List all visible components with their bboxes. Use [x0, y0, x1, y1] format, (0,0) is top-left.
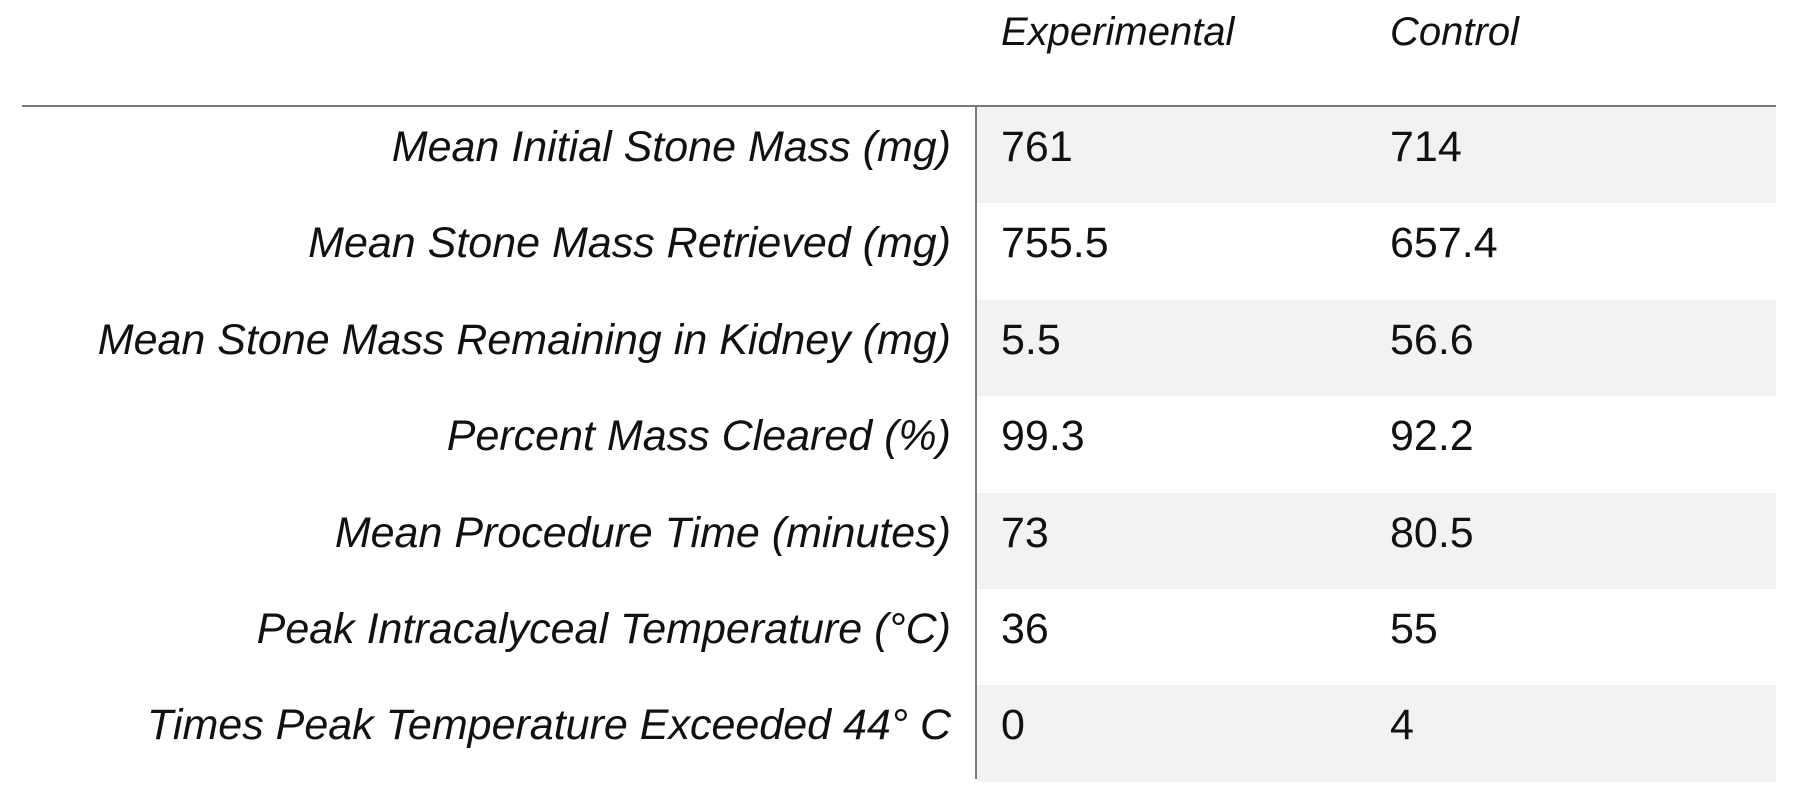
control-value: 4 — [1390, 701, 1414, 750]
row-label: Percent Mass Cleared (%) — [446, 412, 951, 461]
row-shade — [977, 492, 1776, 589]
row-shade — [977, 299, 1776, 397]
experimental-value: 99.3 — [1001, 412, 1085, 461]
row-shade — [977, 107, 1776, 204]
header-experimental: Experimental — [1001, 10, 1235, 54]
row-label: Mean Stone Mass Retrieved (mg) — [308, 219, 951, 268]
table-row: Times Peak Temperature Exceeded 44° C 0 … — [0, 685, 1776, 782]
experimental-value: 0 — [1001, 701, 1025, 750]
experimental-value: 36 — [1001, 605, 1049, 653]
control-value: 92.2 — [1390, 412, 1474, 461]
experimental-value: 73 — [1001, 508, 1049, 557]
label-column-divider — [975, 105, 977, 779]
experimental-value: 5.5 — [1001, 315, 1061, 364]
row-label: Mean Initial Stone Mass (mg) — [391, 123, 951, 171]
control-value: 56.6 — [1390, 315, 1474, 364]
header-divider — [22, 105, 1776, 107]
row-label: Mean Procedure Time (minutes) — [334, 508, 951, 557]
control-value: 657.4 — [1390, 219, 1498, 268]
row-label: Peak Intracalyceal Temperature (°C) — [256, 605, 951, 653]
row-shade — [977, 685, 1776, 782]
header-control: Control — [1390, 10, 1519, 54]
table-row: Mean Stone Mass Remaining in Kidney (mg)… — [0, 299, 1776, 397]
control-value: 714 — [1390, 123, 1462, 171]
experimental-value: 761 — [1001, 123, 1073, 171]
table-row: Mean Procedure Time (minutes) 73 80.5 — [0, 492, 1776, 589]
table-row: Mean Initial Stone Mass (mg) 761 714 — [0, 107, 1776, 204]
table-row: Peak Intracalyceal Temperature (°C) 36 5… — [0, 589, 1776, 685]
table-row: Percent Mass Cleared (%) 99.3 92.2 — [0, 396, 1776, 492]
row-label: Mean Stone Mass Remaining in Kidney (mg) — [97, 315, 951, 364]
control-value: 55 — [1390, 605, 1438, 653]
row-shade — [977, 589, 1776, 685]
table-row: Mean Stone Mass Retrieved (mg) 755.5 657… — [0, 203, 1776, 299]
experimental-value: 755.5 — [1001, 219, 1109, 268]
control-value: 80.5 — [1390, 508, 1474, 557]
row-label: Times Peak Temperature Exceeded 44° C — [147, 701, 951, 750]
row-shade — [977, 396, 1776, 492]
